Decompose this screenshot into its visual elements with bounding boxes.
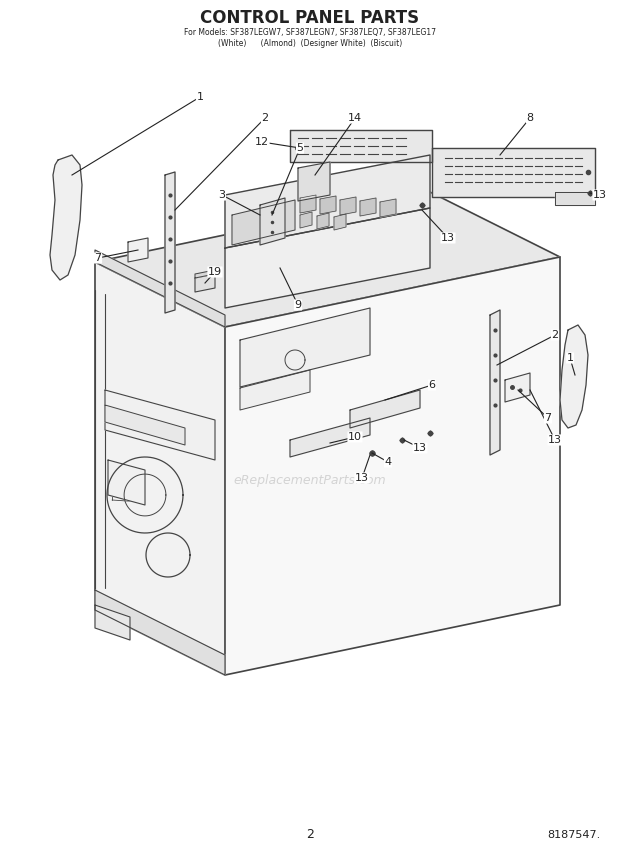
Text: 13: 13: [355, 473, 369, 483]
Text: 7: 7: [94, 253, 102, 263]
Polygon shape: [232, 200, 295, 245]
Text: 13: 13: [593, 190, 607, 200]
Polygon shape: [505, 373, 530, 402]
Text: 7: 7: [544, 413, 552, 423]
Text: 9: 9: [294, 300, 301, 310]
Polygon shape: [128, 238, 148, 262]
Polygon shape: [225, 155, 430, 248]
Polygon shape: [105, 405, 185, 445]
Polygon shape: [95, 192, 560, 327]
Text: 13: 13: [548, 435, 562, 445]
Polygon shape: [95, 590, 225, 675]
Text: (White)      (Almond)  (Designer White)  (Biscuit): (White) (Almond) (Designer White) (Biscu…: [218, 39, 402, 47]
Polygon shape: [320, 196, 336, 214]
Text: 1: 1: [197, 92, 203, 102]
Text: 12: 12: [255, 137, 269, 147]
Polygon shape: [360, 198, 376, 216]
Polygon shape: [290, 418, 370, 457]
Text: 2: 2: [262, 113, 268, 123]
Polygon shape: [300, 195, 316, 213]
Polygon shape: [432, 148, 595, 197]
Text: 2: 2: [306, 829, 314, 841]
Text: For Models: SF387LEGW7, SF387LEGN7, SF387LEQ7, SF387LEG17: For Models: SF387LEGW7, SF387LEGN7, SF38…: [184, 27, 436, 37]
Text: 13: 13: [441, 233, 455, 243]
Text: 5: 5: [296, 143, 304, 153]
Text: 3: 3: [218, 190, 226, 200]
Text: eReplacementParts.com: eReplacementParts.com: [234, 473, 386, 486]
Polygon shape: [108, 460, 145, 505]
Polygon shape: [290, 130, 432, 162]
Text: 10: 10: [348, 432, 362, 442]
Text: 4: 4: [384, 457, 392, 467]
Polygon shape: [240, 370, 310, 410]
Polygon shape: [105, 390, 215, 460]
Polygon shape: [560, 325, 588, 428]
Polygon shape: [240, 308, 370, 387]
Polygon shape: [195, 274, 215, 292]
Polygon shape: [334, 214, 346, 230]
Text: 19: 19: [208, 267, 222, 277]
Polygon shape: [490, 310, 500, 455]
Polygon shape: [95, 262, 225, 675]
Polygon shape: [225, 257, 560, 675]
Polygon shape: [95, 605, 130, 640]
Polygon shape: [317, 213, 329, 229]
Text: 1: 1: [567, 353, 574, 363]
Polygon shape: [380, 199, 396, 217]
Polygon shape: [298, 162, 330, 201]
Polygon shape: [300, 212, 312, 228]
Text: 14: 14: [348, 113, 362, 123]
Polygon shape: [225, 208, 430, 308]
Text: 8: 8: [526, 113, 534, 123]
Text: CONTROL PANEL PARTS: CONTROL PANEL PARTS: [200, 9, 420, 27]
Polygon shape: [195, 270, 215, 278]
Text: 13: 13: [413, 443, 427, 453]
Text: 8187547.: 8187547.: [547, 830, 600, 840]
Polygon shape: [260, 198, 285, 245]
Text: 6: 6: [428, 380, 435, 390]
Polygon shape: [95, 250, 225, 327]
Polygon shape: [165, 172, 175, 313]
Polygon shape: [340, 197, 356, 215]
Polygon shape: [555, 192, 595, 205]
Polygon shape: [50, 155, 82, 280]
Polygon shape: [350, 390, 420, 428]
Text: 2: 2: [551, 330, 559, 340]
